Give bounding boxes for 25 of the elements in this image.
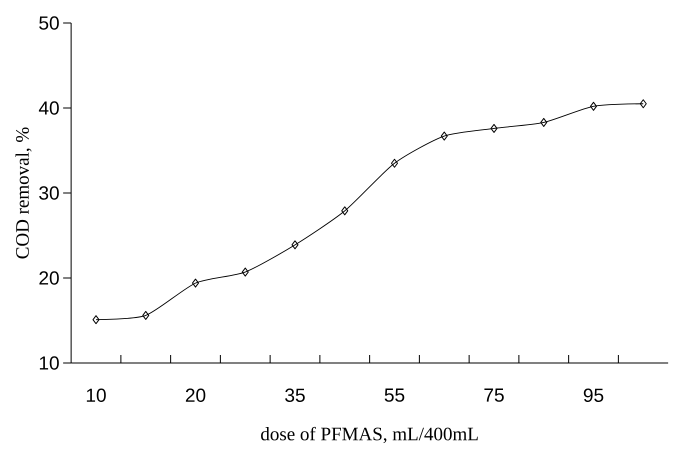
x-tick-label: 55 [384,388,404,402]
x-tick-label: 10 [86,388,106,402]
x-tick-label: 95 [584,388,604,402]
point [192,278,200,288]
point [242,268,249,277]
y-tick-label: 20 [39,271,59,285]
x-tick-label: 75 [484,388,504,402]
x-tick-label: 20 [186,388,206,402]
x-axis-title: dose of PFMAS, mL/400mL [261,426,478,444]
point [391,158,398,168]
point [292,240,299,250]
y-tick-label: 30 [39,186,59,200]
point [640,99,647,108]
y-tick-label: 40 [38,101,59,115]
point [590,102,598,111]
point [490,124,498,133]
point [142,310,150,320]
point [540,118,548,127]
y-tick-label: 10 [40,356,59,370]
point [341,206,348,216]
y-tick-label: 50 [39,16,59,30]
y-axis-title: COD removal, % [15,127,32,258]
point [92,315,100,324]
point [440,132,448,141]
x-tick-label: 35 [285,388,305,402]
